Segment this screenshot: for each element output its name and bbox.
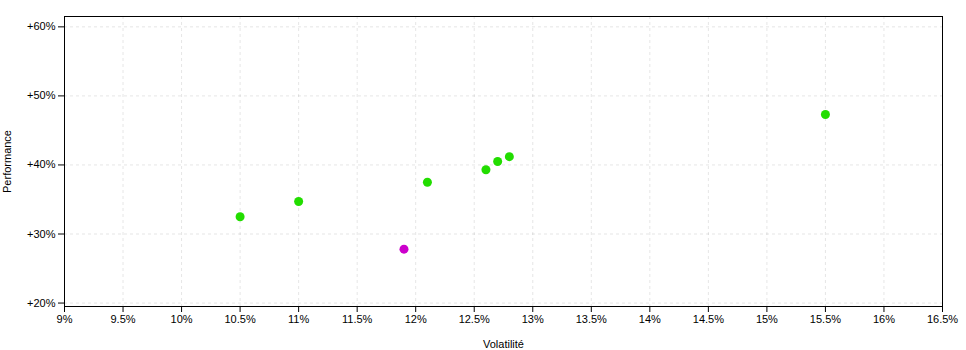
svg-text:+30%: +30% (27, 228, 56, 240)
svg-text:11.5%: 11.5% (342, 313, 373, 325)
svg-text:13.5%: 13.5% (576, 313, 607, 325)
svg-text:16%: 16% (873, 313, 895, 325)
svg-text:+20%: +20% (27, 297, 56, 309)
svg-text:Volatilité: Volatilité (483, 338, 524, 350)
svg-text:10%: 10% (171, 313, 193, 325)
svg-text:9.5%: 9.5% (110, 313, 135, 325)
svg-text:15.5%: 15.5% (810, 313, 841, 325)
svg-text:9%: 9% (57, 313, 73, 325)
svg-text:+50%: +50% (27, 89, 56, 101)
svg-text:16.5%: 16.5% (927, 313, 958, 325)
svg-text:14.5%: 14.5% (693, 313, 724, 325)
svg-text:14%: 14% (639, 313, 661, 325)
svg-text:11%: 11% (288, 313, 309, 325)
svg-text:Performance: Performance (1, 130, 13, 193)
svg-text:+60%: +60% (27, 20, 56, 32)
svg-text:13%: 13% (522, 313, 544, 325)
svg-text:15%: 15% (756, 313, 778, 325)
svg-text:10.5%: 10.5% (224, 313, 255, 325)
svg-text:12.5%: 12.5% (459, 313, 490, 325)
svg-text:+40%: +40% (27, 158, 56, 170)
svg-text:12%: 12% (405, 313, 427, 325)
